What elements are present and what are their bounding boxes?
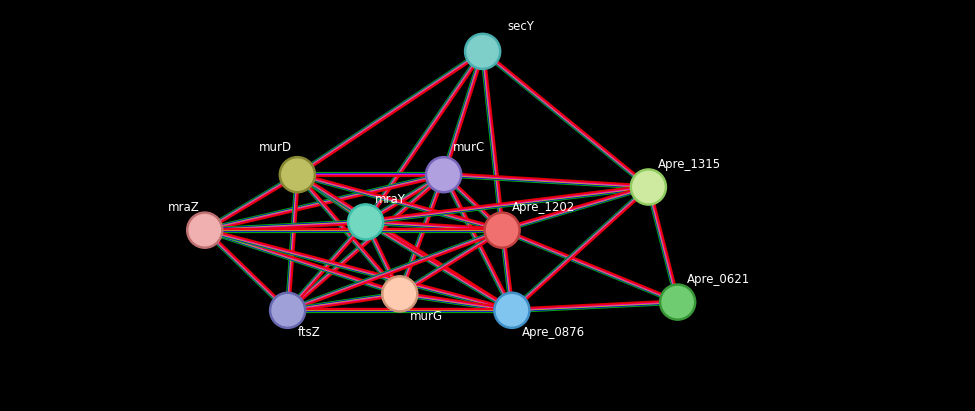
Text: murG: murG [410,310,443,323]
Ellipse shape [282,159,313,190]
Ellipse shape [381,276,418,312]
Ellipse shape [633,171,664,203]
Text: mraZ: mraZ [168,201,200,214]
Text: Apre_0876: Apre_0876 [522,326,585,339]
Text: mraY: mraY [375,193,407,206]
Ellipse shape [428,159,459,190]
Ellipse shape [662,286,693,318]
Text: murD: murD [259,141,292,155]
Ellipse shape [350,206,381,238]
Ellipse shape [347,204,384,240]
Ellipse shape [467,36,498,67]
Ellipse shape [464,33,501,69]
Ellipse shape [186,212,223,248]
Ellipse shape [272,295,303,326]
Text: Apre_1202: Apre_1202 [512,201,575,214]
Text: Apre_1315: Apre_1315 [658,158,722,171]
Ellipse shape [384,278,415,309]
Ellipse shape [484,212,521,248]
Ellipse shape [493,292,530,328]
Text: Apre_0621: Apre_0621 [687,273,751,286]
Ellipse shape [425,157,462,193]
Ellipse shape [630,169,667,205]
Ellipse shape [496,295,527,326]
Ellipse shape [659,284,696,320]
Text: ftsZ: ftsZ [297,326,320,339]
Ellipse shape [189,215,220,246]
Ellipse shape [279,157,316,193]
Text: murC: murC [453,141,486,155]
Ellipse shape [487,215,518,246]
Ellipse shape [269,292,306,328]
Text: secY: secY [507,20,534,33]
